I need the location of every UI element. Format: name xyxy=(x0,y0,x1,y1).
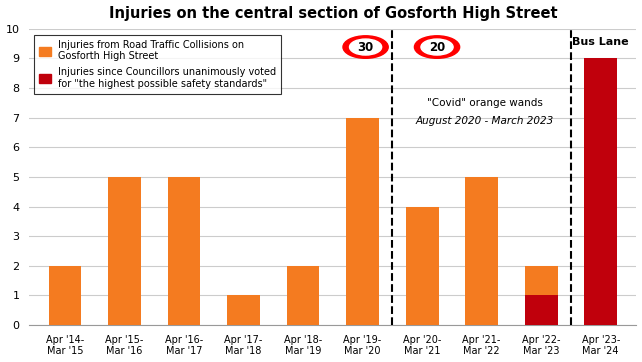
Title: Injuries on the central section of Gosforth High Street: Injuries on the central section of Gosfo… xyxy=(108,5,557,21)
Bar xyxy=(287,266,320,325)
Text: "Covid" orange wands: "Covid" orange wands xyxy=(427,98,542,108)
Text: August 2020 - March 2023: August 2020 - March 2023 xyxy=(415,115,554,126)
Circle shape xyxy=(415,36,460,58)
Text: 30: 30 xyxy=(358,41,374,54)
Bar xyxy=(525,266,557,295)
Text: Bus Lane: Bus Lane xyxy=(573,37,629,47)
Circle shape xyxy=(343,36,388,58)
Bar xyxy=(584,58,617,325)
Bar xyxy=(227,295,260,325)
Bar xyxy=(346,118,379,325)
Legend: Injuries from Road Traffic Collisions on
Gosforth High Street, Injuries since Co: Injuries from Road Traffic Collisions on… xyxy=(34,35,281,94)
Bar xyxy=(525,295,557,325)
Bar xyxy=(49,266,82,325)
Bar xyxy=(108,177,141,325)
Text: 20: 20 xyxy=(429,41,445,54)
Bar xyxy=(168,177,200,325)
Circle shape xyxy=(421,39,453,55)
Bar xyxy=(465,177,498,325)
Bar xyxy=(406,207,438,325)
Circle shape xyxy=(349,39,382,55)
